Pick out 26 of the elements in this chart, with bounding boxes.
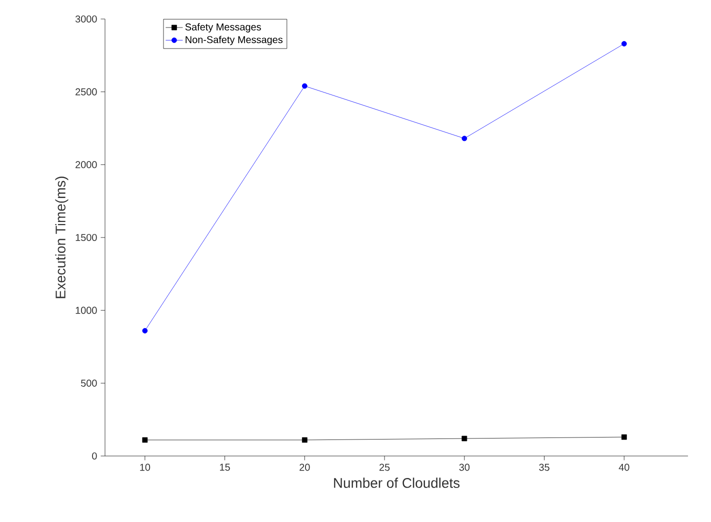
point: [302, 83, 308, 89]
point: [142, 328, 148, 334]
legend-label: Safety Messages: [185, 23, 261, 32]
x-axis-title: Number of Cloudlets: [334, 478, 460, 488]
x-tick-label: 10: [140, 464, 150, 471]
y-tick-label: 1500: [76, 234, 97, 242]
x-tick-label: 25: [379, 464, 390, 471]
point: [142, 437, 148, 443]
x-tick-label: 40: [618, 464, 630, 471]
y-tick-label: 2000: [76, 161, 97, 168]
point: [621, 434, 627, 440]
point: [462, 436, 468, 442]
y-axis-title: Execution Time(ms): [55, 176, 68, 298]
y-tick-label: 1000: [76, 306, 97, 314]
x-tick-label: 15: [220, 464, 230, 471]
y-tick-label: 0: [92, 452, 97, 460]
y-tick-label: 500: [81, 380, 97, 387]
point: [462, 136, 468, 142]
point: [302, 437, 308, 443]
x-tick-label: 35: [539, 464, 550, 471]
y-tick-label: 3000: [75, 15, 97, 23]
y-tick-label: 2500: [76, 88, 97, 96]
x-tick-label: 20: [300, 464, 310, 471]
x-tick-label: 30: [459, 464, 470, 471]
point: [621, 41, 627, 46]
legend-label: Non-Safety Messages: [186, 36, 283, 46]
